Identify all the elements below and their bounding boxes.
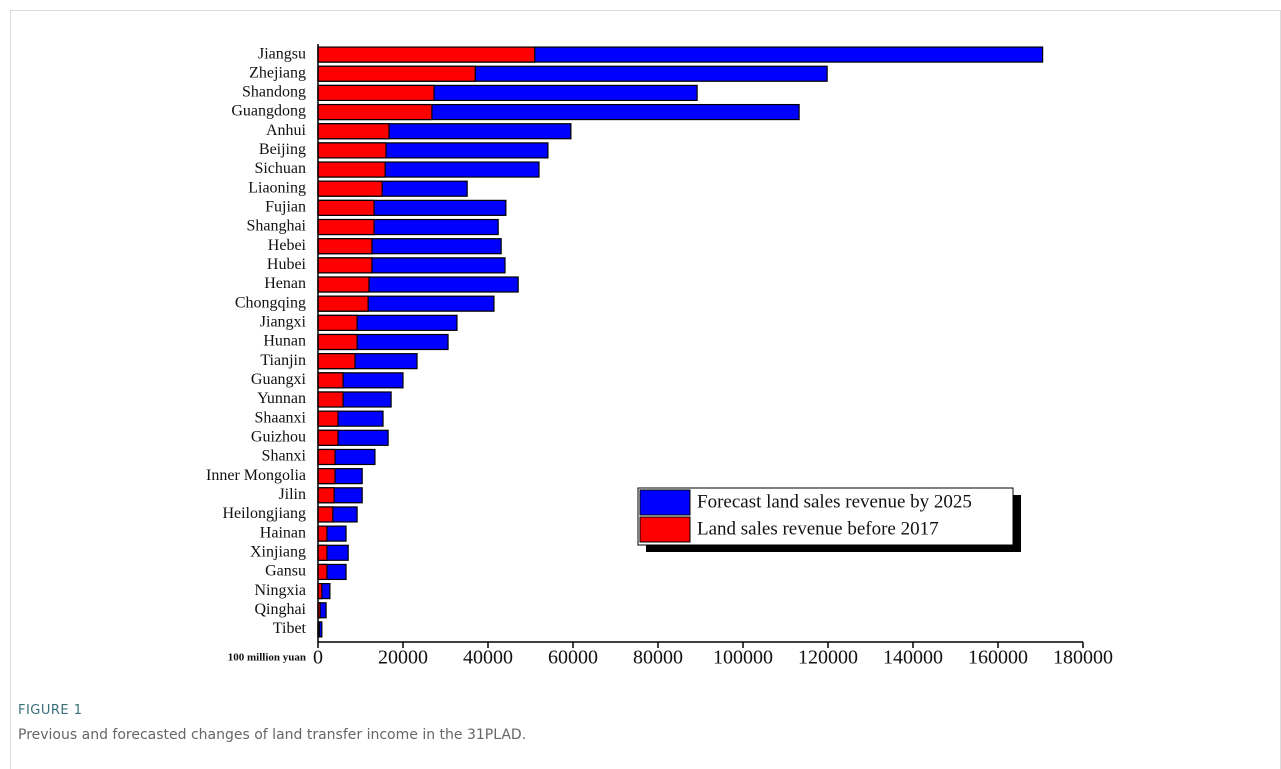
x-tick-label: 60000 <box>548 647 598 669</box>
y-tick-label: Shaanxi <box>254 409 306 426</box>
y-tick-label: Yunnan <box>257 390 306 407</box>
bar <box>317 142 387 159</box>
y-tick-label: Hainan <box>260 524 306 541</box>
bar <box>317 487 335 504</box>
x-tick-label: 120000 <box>798 647 858 669</box>
y-tick-label: Henan <box>264 275 306 292</box>
y-tick-label: Shandong <box>242 84 306 101</box>
bar <box>317 276 370 293</box>
bar <box>317 238 373 255</box>
y-tick-label: Shanghai <box>246 218 306 235</box>
y-tick-label: Hebei <box>268 237 307 254</box>
y-tick-label: Chongqing <box>235 294 306 311</box>
y-tick-label: Liaoning <box>248 179 306 196</box>
y-tick-label: Heilongjiang <box>222 505 306 522</box>
bar <box>317 468 336 485</box>
bar <box>317 65 476 82</box>
x-tick-label: 180000 <box>1053 647 1113 669</box>
x-tick-label: 100000 <box>713 647 773 669</box>
bar <box>317 372 344 389</box>
x-tick-label: 40000 <box>463 647 513 669</box>
x-tick-label: 0 <box>313 647 323 669</box>
bar <box>317 506 334 523</box>
bar <box>317 295 369 312</box>
x-tick-label: 20000 <box>378 647 428 669</box>
bar <box>317 257 373 274</box>
y-tick-label: Jiangxi <box>260 314 307 331</box>
legend-label: Forecast land sales revenue by 2025 <box>697 491 972 512</box>
y-tick-label: Hubei <box>267 256 307 273</box>
y-tick-label: Jiangsu <box>258 45 306 62</box>
y-tick-label: Jilin <box>278 486 306 503</box>
y-tick-label: Fujian <box>265 199 306 216</box>
bar <box>317 218 375 236</box>
y-tick-label: Guizhou <box>251 428 306 445</box>
bar <box>317 448 336 466</box>
legend-swatch <box>639 516 691 543</box>
y-tick-label: Gansu <box>265 563 306 580</box>
bar <box>317 429 339 446</box>
bar <box>317 84 435 102</box>
y-tick-label: Shanxi <box>262 448 307 465</box>
y-tick-label: Xinjiang <box>250 543 306 560</box>
y-tick-label: Sichuan <box>254 160 306 177</box>
bar <box>317 391 344 408</box>
bar <box>317 161 386 178</box>
legend-label: Land sales revenue before 2017 <box>697 518 939 539</box>
legend-swatch <box>639 489 691 516</box>
y-tick-label: Guangdong <box>231 103 306 120</box>
y-tick-label: Beijing <box>259 141 306 158</box>
bar <box>317 333 358 351</box>
bar <box>317 410 339 427</box>
y-tick-label: Guangxi <box>251 371 307 388</box>
x-axis-label: 100 million yuan <box>228 652 306 664</box>
y-tick-label: Tianjin <box>260 352 306 369</box>
bar <box>317 314 358 331</box>
bar <box>317 180 383 197</box>
x-tick-label: 160000 <box>968 647 1028 669</box>
y-tick-label: Hunan <box>263 333 306 350</box>
bar <box>317 353 356 370</box>
y-tick-label: Qinghai <box>254 601 306 618</box>
legend-box <box>637 487 1014 546</box>
bar <box>317 103 433 121</box>
y-tick-label: Tibet <box>273 620 307 637</box>
bar <box>317 46 536 63</box>
bar <box>317 123 390 140</box>
y-tick-label: Inner Mongolia <box>206 467 306 484</box>
bar <box>317 525 328 542</box>
figure-label: FIGURE 1 <box>18 703 83 718</box>
y-tick-label: Zhejiang <box>249 64 306 81</box>
bar <box>317 199 375 216</box>
bar <box>317 544 328 561</box>
y-tick-label: Anhui <box>266 122 307 139</box>
y-tick-label: Ningxia <box>254 582 306 599</box>
x-tick-label: 140000 <box>883 647 943 669</box>
figure-caption: Previous and forecasted changes of land … <box>18 727 527 743</box>
x-tick-label: 80000 <box>633 647 683 669</box>
bar <box>317 563 328 581</box>
